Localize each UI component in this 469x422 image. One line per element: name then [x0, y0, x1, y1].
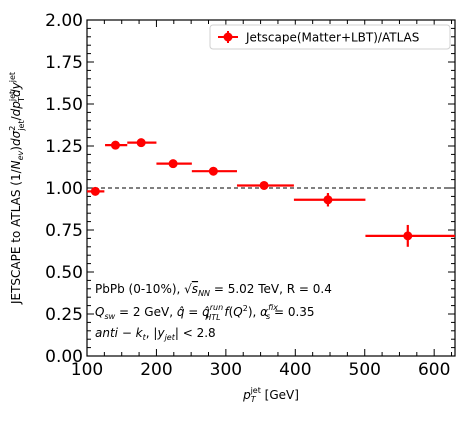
- annotations: PbPb (0-10%), √sNN = 5.02 TeV, R = 0.4 Q…: [95, 282, 332, 342]
- annotation-1: PbPb (0-10%), √sNN = 5.02 TeV, R = 0.4: [95, 282, 332, 298]
- data-point: [191, 166, 237, 176]
- x-tick-label: 300: [210, 360, 242, 380]
- legend-box: [209, 24, 451, 50]
- x-axis: 100 200 300 400 500 600: [71, 20, 453, 380]
- y-tick-label: 0.75: [45, 221, 83, 241]
- y-tick-label: 0.25: [45, 305, 83, 325]
- data-marker: [168, 159, 178, 169]
- x-tick-label: 500: [349, 360, 381, 380]
- data-point: [87, 186, 105, 196]
- annotation-3: anti − kt, |yjet| < 2.8: [95, 326, 216, 342]
- data-point: [156, 159, 192, 169]
- data-marker: [259, 180, 269, 190]
- legend: Jetscape(Matter+LBT)/ATLAS: [209, 24, 451, 50]
- data-marker: [110, 140, 120, 150]
- y-axis-label: JETSCAPE to ATLAS (1/Nev)dσ2jet/dpjetTdy…: [8, 72, 26, 305]
- y-tick-label: 1.75: [45, 53, 83, 73]
- y-tick-label: 1.50: [45, 95, 83, 115]
- y-tick-label: 0.00: [45, 347, 83, 367]
- x-axis-label: pTjet [GeV]: [242, 386, 299, 404]
- y-axis: 0.00 0.25 0.50 0.75 1.00 1.25 1.50 1.75 2.00: [45, 11, 455, 367]
- data-marker: [208, 166, 218, 176]
- data-point: [236, 180, 294, 190]
- legend-marker: [223, 32, 233, 42]
- data-marker: [403, 231, 413, 241]
- legend-label: Jetscape(Matter+LBT)/ATLAS: [245, 31, 419, 45]
- x-tick-label: 400: [279, 360, 311, 380]
- y-tick-label: 0.50: [45, 263, 83, 283]
- y-tick-label: 1.00: [45, 179, 83, 199]
- data-point: [365, 224, 455, 247]
- data-point: [127, 138, 157, 148]
- x-tick-label: 200: [140, 360, 172, 380]
- data-series: [87, 138, 455, 247]
- data-marker: [90, 186, 100, 196]
- data-point: [105, 140, 128, 150]
- x-tick-label: 600: [418, 360, 450, 380]
- data-marker: [323, 195, 333, 205]
- y-tick-label: 1.25: [45, 137, 83, 157]
- data-marker: [136, 138, 146, 148]
- annotation-2: Qsw = 2 GeV, q̂ = q̂run HTL f(Q2), αfix s …: [95, 303, 315, 322]
- x-tick-label: 100: [71, 360, 103, 380]
- data-point: [293, 193, 366, 207]
- y-tick-label: 2.00: [45, 11, 83, 31]
